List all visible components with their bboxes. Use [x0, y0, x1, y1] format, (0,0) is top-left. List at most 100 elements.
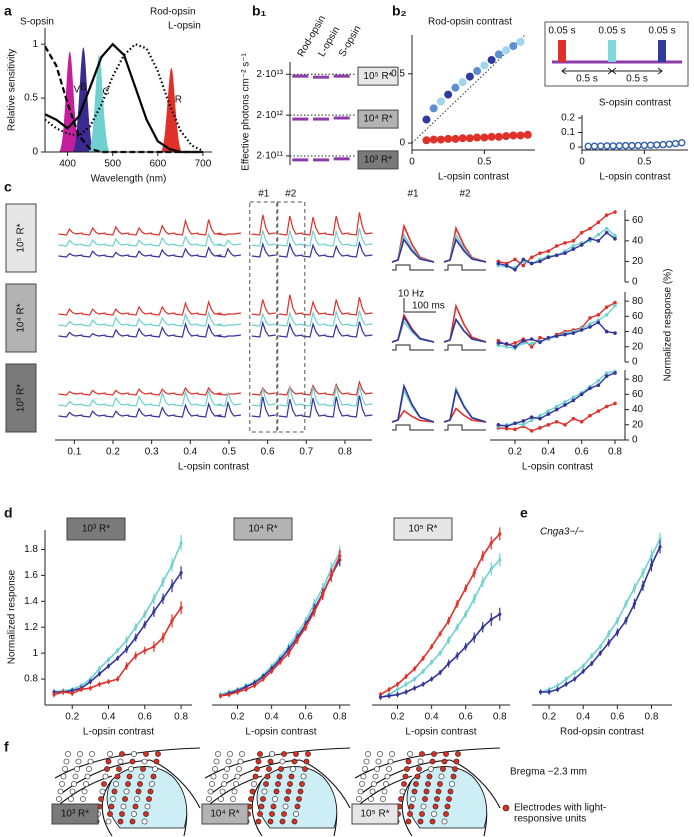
trace [197, 323, 222, 338]
band-label: C [103, 86, 110, 97]
point [632, 586, 637, 590]
condition-box [51, 803, 99, 825]
electrode [137, 781, 143, 787]
electrode [122, 796, 128, 802]
x-tick-label: 0.4 [541, 447, 555, 458]
row-box [5, 203, 37, 273]
point [498, 558, 502, 562]
point [179, 606, 183, 610]
trace [151, 248, 176, 258]
level-box [357, 150, 399, 170]
y-tick-label: 0.2 [561, 113, 575, 124]
point [179, 541, 183, 545]
point [613, 237, 617, 241]
point [97, 682, 102, 686]
y-tick-label: 1.4 [24, 596, 38, 607]
point [581, 669, 585, 673]
zoom-trace [443, 237, 487, 263]
band-label: V [73, 84, 80, 95]
electrode [284, 796, 290, 802]
electrode [455, 751, 461, 757]
trace [58, 239, 83, 247]
electrode [428, 766, 434, 772]
series-line [54, 572, 182, 693]
point [571, 247, 576, 251]
point [498, 612, 502, 616]
electrode [111, 788, 118, 795]
brain-outline [54, 747, 201, 779]
electrode [233, 781, 239, 787]
trace [251, 386, 276, 396]
point [455, 625, 459, 629]
point [529, 429, 534, 433]
electrode [281, 811, 287, 817]
trace [278, 294, 303, 316]
x-axis-label: L-opsin contrast [83, 727, 154, 738]
point [421, 656, 425, 660]
electrode [452, 766, 458, 772]
point [563, 400, 567, 404]
x-tick-label: 0.4 [265, 712, 279, 723]
x-tick-label: 0.8 [493, 712, 507, 723]
trace [216, 247, 242, 258]
point [79, 687, 83, 692]
trace [197, 232, 222, 247]
point [496, 341, 501, 345]
point [624, 602, 628, 606]
electrode [399, 788, 406, 795]
electrode [114, 773, 121, 780]
point [604, 226, 609, 231]
trace [104, 316, 129, 327]
electrode [143, 751, 149, 757]
point [421, 682, 425, 686]
electrode [207, 788, 214, 795]
trace [278, 215, 303, 236]
x-tick-label: 0 [409, 157, 415, 168]
series-line [498, 211, 616, 267]
point [436, 97, 445, 106]
series-line [498, 231, 616, 271]
pulse-label: 0.05 s [598, 26, 625, 37]
trace [127, 239, 153, 247]
electrode [291, 758, 298, 765]
point [665, 140, 673, 148]
point [504, 341, 509, 346]
electrode [258, 803, 265, 810]
point [598, 651, 602, 655]
electrode [132, 803, 139, 810]
trace [325, 309, 350, 327]
point [422, 136, 431, 145]
electrode [423, 788, 430, 795]
electrode [270, 803, 277, 810]
point [538, 416, 542, 421]
electrode [386, 766, 392, 772]
condition-box [351, 803, 399, 825]
electrode [225, 758, 232, 765]
y-tick-label: 60 [632, 311, 644, 322]
point [494, 50, 503, 59]
point [447, 638, 451, 642]
point [472, 597, 476, 601]
trace [174, 386, 199, 396]
trace [278, 385, 303, 396]
trace [301, 321, 327, 338]
electrode [113, 781, 119, 787]
trace [127, 327, 153, 338]
condition-label: 10⁴ R* [248, 524, 277, 535]
electrode [356, 796, 362, 802]
point [546, 412, 551, 416]
point [125, 664, 129, 668]
trace [278, 310, 303, 327]
point [487, 132, 496, 141]
trace [325, 382, 350, 396]
electrode [104, 766, 110, 772]
y-tick-label: 1.8 [24, 544, 38, 555]
point [465, 72, 474, 81]
electrode [108, 803, 115, 810]
trace [251, 320, 276, 338]
trace [174, 235, 199, 247]
electrode [89, 751, 95, 757]
point [641, 584, 645, 588]
x-tick-label: 0.8 [338, 447, 352, 458]
electrode [59, 781, 65, 787]
